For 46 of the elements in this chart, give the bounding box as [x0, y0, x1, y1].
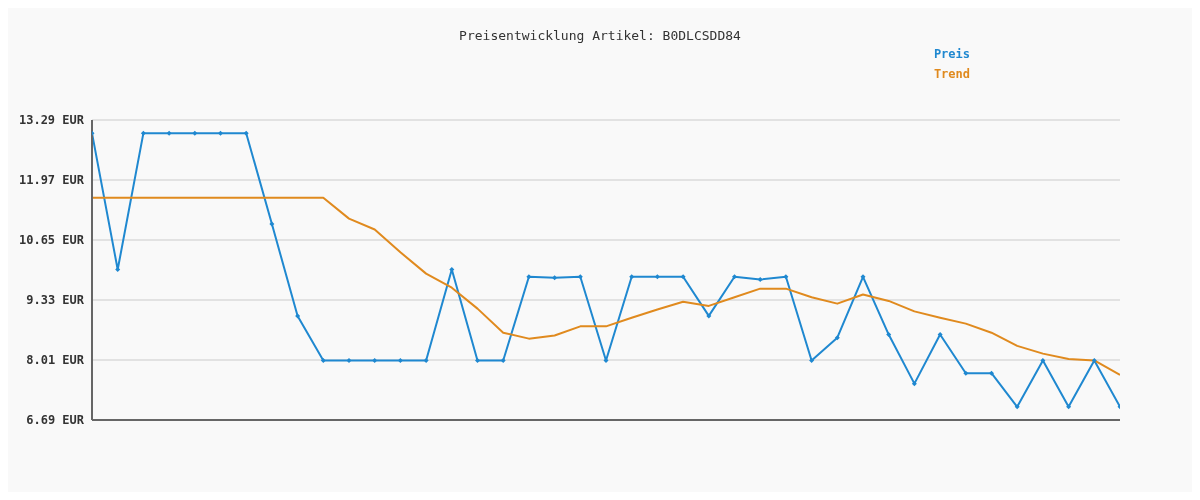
- point: [732, 274, 737, 280]
- y-tick-label: 11.97 EUR: [18, 173, 85, 188]
- point: [654, 274, 660, 280]
- point: [1040, 357, 1046, 363]
- point: [937, 332, 943, 338]
- point: [1014, 404, 1020, 410]
- y-tick-label: 10.65 EUR: [18, 233, 85, 248]
- point: [526, 274, 532, 280]
- point: [475, 357, 480, 363]
- point: [989, 370, 994, 376]
- point: [1066, 404, 1072, 410]
- point: [192, 130, 198, 136]
- y-tick-label: 8.01 EUR: [26, 353, 85, 368]
- point: [911, 381, 917, 387]
- point: [552, 275, 558, 281]
- point: [757, 277, 763, 283]
- y-tick-label: 6.69 EUR: [26, 413, 85, 428]
- point: [269, 221, 275, 227]
- point: [346, 357, 352, 363]
- point: [706, 313, 712, 319]
- point: [115, 267, 121, 273]
- point: [320, 357, 326, 363]
- point: [886, 332, 892, 338]
- point: [1091, 357, 1097, 363]
- chart-title: Preisentwicklung Artikel: B0DLCSDD84: [458, 28, 742, 43]
- point: [577, 274, 583, 280]
- line-series: [92, 196, 1120, 376]
- y-tick-label: 13.29 EUR: [18, 113, 85, 128]
- point: [372, 357, 378, 363]
- point: [963, 370, 969, 376]
- point: [783, 274, 789, 280]
- text: Trend: [933, 66, 970, 83]
- point: [809, 357, 815, 363]
- point: [423, 357, 429, 363]
- y-tick-label: 9.33 EUR: [26, 293, 85, 308]
- point: [629, 274, 635, 280]
- point: [218, 130, 223, 136]
- point: [140, 130, 146, 136]
- point: [166, 130, 172, 136]
- point: [295, 313, 301, 319]
- point: [834, 335, 840, 341]
- point: [680, 274, 686, 280]
- text: Preis: [933, 46, 970, 63]
- point: [243, 130, 249, 136]
- point: [397, 357, 403, 363]
- point: [500, 357, 506, 363]
